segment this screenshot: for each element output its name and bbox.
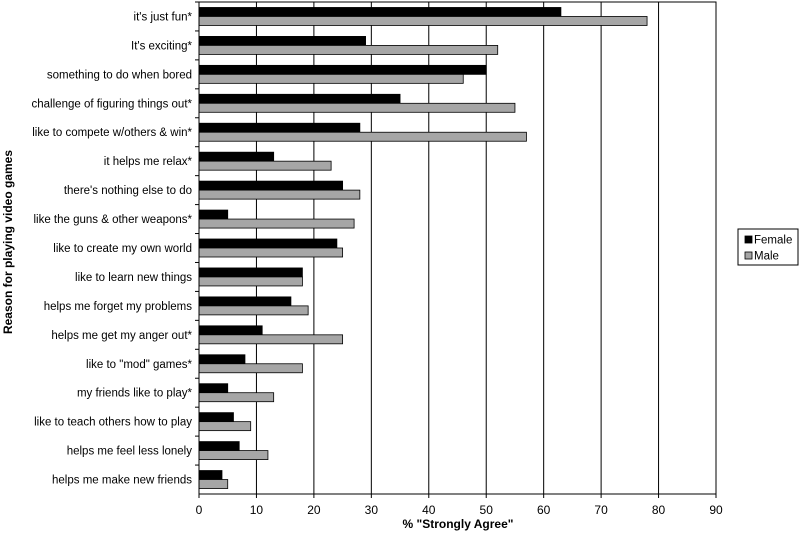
x-tick-label: 60 [537,503,551,517]
category-labels: it's just fun* It's exciting* something to… [32,11,193,486]
category-label: like to create my own world [53,243,192,255]
legend-label-male: Male [754,251,779,263]
bar-female [198,470,223,480]
x-tick-label: 30 [365,503,379,517]
x-tick-label: 50 [480,503,494,517]
x-tick-label: 90 [709,503,723,517]
category-label: it helps me relax* [104,156,193,168]
x-tick-labels: 0 10 20 30 40 50 60 70 80 90 [196,503,723,517]
bar-female [198,441,240,451]
category-label: like the guns & other weapons* [33,214,192,226]
bar-male [198,334,344,345]
x-tick-label: 80 [652,503,666,517]
category-label: like to learn new things [75,272,192,284]
y-axis-title: Reason for playing video games [1,150,15,334]
axes [195,1,717,498]
category-label: helps me feel less lonely [67,446,193,458]
category-label: it's just fun* [134,11,193,23]
bar-female [198,36,366,46]
category-label: helps me get my anger out* [51,330,192,342]
bars-group [198,7,648,489]
bar-male [198,131,527,142]
bar-male [198,102,516,113]
bar-female [198,296,292,307]
category-label: helps me make new friends [52,475,192,487]
bar-male [198,45,499,55]
category-label: like to "mod" games* [86,359,192,371]
category-label: like to compete w/others & win* [32,127,192,139]
bar-male [198,189,361,200]
category-label: helps me forget my problems [44,301,193,313]
bar-female [198,267,303,278]
category-label: something to do when bored [47,69,192,81]
x-tick-label: 70 [594,503,608,517]
bar-female [198,180,344,191]
x-tick-label: 40 [422,503,436,517]
category-label: It's exciting* [131,40,193,52]
bar-female [198,325,263,336]
bar-male [198,363,303,374]
x-tick-label: 0 [196,503,203,517]
category-label: my friends like to play* [77,388,193,400]
x-axis-title: % "Strongly Agree" [403,517,514,531]
category-label: challenge of figuring things out* [32,98,193,110]
bar-female [198,64,487,75]
bar-female [198,354,246,365]
bar-male [198,16,648,26]
bar-male [198,276,303,287]
bar-female [198,93,401,104]
bar-male [198,479,229,489]
legend-swatch-female [744,235,753,244]
bar-male [198,218,355,229]
category-label: like to teach others how to play [34,417,192,429]
bar-female [198,412,234,423]
bar-male [198,392,275,403]
bar-female [198,7,562,17]
bar-female [198,238,338,249]
bar-male [198,247,344,258]
bar-male [198,421,252,432]
legend-swatch-male [744,251,753,260]
bar-female [198,209,229,220]
bar-female [198,151,275,162]
legend-label-female: Female [754,235,792,247]
x-tick-label: 20 [307,503,321,517]
x-tick-label: 10 [250,503,264,517]
bar-male [198,305,309,316]
category-label: there's nothing else to do [64,185,192,197]
bar-male [198,73,464,84]
bar-female [198,122,361,133]
plot-area-border [198,1,717,495]
bar-male [198,450,269,460]
bar-female [198,383,229,394]
legend: Female Male [737,228,799,266]
bar-male [198,160,332,171]
